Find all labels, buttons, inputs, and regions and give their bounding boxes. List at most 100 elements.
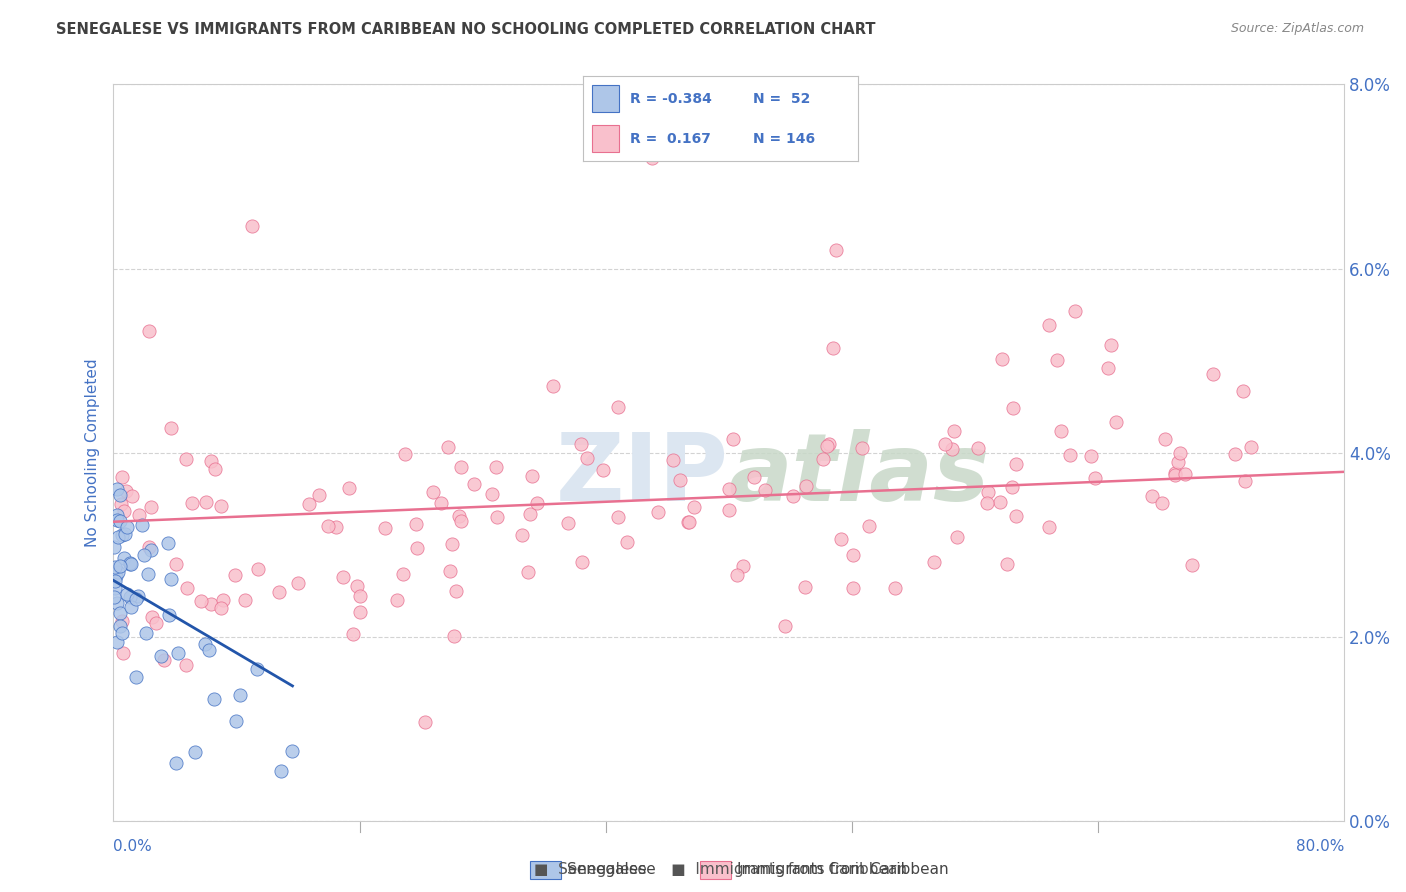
- Point: [941, 442, 963, 456]
- Point: [1234, 474, 1257, 488]
- Point: [110, 497, 132, 511]
- Point: [526, 496, 548, 510]
- Point: [105, 513, 128, 527]
- Point: [510, 528, 533, 542]
- Point: [157, 607, 180, 622]
- Point: [152, 653, 174, 667]
- Point: [945, 530, 967, 544]
- FancyBboxPatch shape: [592, 85, 619, 112]
- Point: [1099, 338, 1122, 352]
- Point: [718, 503, 741, 517]
- Text: 0.0%: 0.0%: [114, 838, 152, 854]
- Point: [138, 324, 160, 338]
- Point: [107, 530, 129, 544]
- Point: [337, 481, 360, 495]
- Point: [150, 648, 173, 663]
- Point: [298, 497, 321, 511]
- Point: [167, 646, 190, 660]
- Point: [114, 527, 136, 541]
- Point: [204, 692, 226, 706]
- Point: [934, 437, 956, 451]
- Point: [180, 496, 202, 510]
- Point: [200, 454, 222, 468]
- Point: [517, 565, 540, 579]
- Point: [1038, 318, 1060, 333]
- Point: [463, 477, 485, 491]
- Point: [316, 519, 339, 533]
- Point: [120, 556, 142, 570]
- Point: [1005, 457, 1028, 471]
- Text: 80.0%: 80.0%: [1296, 838, 1344, 854]
- Point: [683, 500, 706, 514]
- Point: [647, 505, 669, 519]
- Point: [676, 515, 699, 529]
- Point: [270, 764, 292, 778]
- Point: [108, 619, 131, 633]
- Point: [131, 518, 153, 533]
- Point: [1168, 446, 1191, 460]
- Point: [641, 151, 664, 165]
- Point: [132, 548, 155, 562]
- Point: [1152, 496, 1174, 510]
- Point: [571, 555, 593, 569]
- Point: [942, 424, 965, 438]
- Point: [742, 469, 765, 483]
- Point: [607, 400, 630, 414]
- Point: [430, 496, 453, 510]
- Point: [233, 593, 256, 607]
- Point: [484, 460, 506, 475]
- Point: [176, 581, 198, 595]
- Point: [1064, 303, 1087, 318]
- Point: [1164, 466, 1187, 480]
- Point: [195, 495, 218, 509]
- Point: [821, 341, 844, 355]
- Text: SENEGALESE VS IMMIGRANTS FROM CARIBBEAN NO SCHOOLING COMPLETED CORRELATION CHART: SENEGALESE VS IMMIGRANTS FROM CARIBBEAN …: [56, 22, 876, 37]
- Point: [1002, 401, 1025, 416]
- Text: R =  0.167: R = 0.167: [630, 131, 711, 145]
- Point: [1164, 467, 1187, 482]
- Point: [141, 500, 163, 514]
- Point: [115, 520, 138, 534]
- Point: [245, 662, 267, 676]
- Point: [184, 745, 207, 759]
- Point: [111, 626, 134, 640]
- Point: [108, 606, 131, 620]
- Point: [519, 507, 541, 521]
- Point: [731, 559, 754, 574]
- Point: [104, 574, 127, 588]
- Point: [481, 487, 503, 501]
- Point: [105, 482, 128, 496]
- Point: [160, 572, 183, 586]
- Point: [678, 515, 700, 529]
- Point: [103, 590, 125, 604]
- Point: [1046, 352, 1069, 367]
- Point: [212, 592, 235, 607]
- Point: [121, 490, 143, 504]
- Point: [520, 468, 543, 483]
- Point: [725, 568, 748, 582]
- Point: [1201, 367, 1223, 381]
- Point: [105, 596, 128, 610]
- Point: [125, 591, 148, 606]
- Point: [120, 590, 142, 604]
- Point: [1105, 415, 1128, 429]
- Point: [287, 576, 309, 591]
- Point: [114, 483, 136, 498]
- Point: [723, 432, 745, 446]
- Point: [111, 470, 134, 484]
- Text: N = 146: N = 146: [754, 131, 815, 145]
- Point: [136, 567, 159, 582]
- Text: ■  Senegalese     ■  Immigrants from Caribbean: ■ Senegalese ■ Immigrants from Caribbean: [534, 863, 907, 877]
- Point: [190, 594, 212, 608]
- Point: [450, 514, 472, 528]
- Point: [160, 421, 183, 435]
- Point: [668, 473, 690, 487]
- Point: [413, 714, 436, 729]
- Point: [139, 543, 162, 558]
- Text: atlas: atlas: [728, 429, 990, 521]
- Point: [104, 581, 127, 595]
- Point: [165, 756, 187, 771]
- Point: [569, 437, 592, 451]
- Point: [1240, 440, 1263, 454]
- Point: [976, 496, 998, 510]
